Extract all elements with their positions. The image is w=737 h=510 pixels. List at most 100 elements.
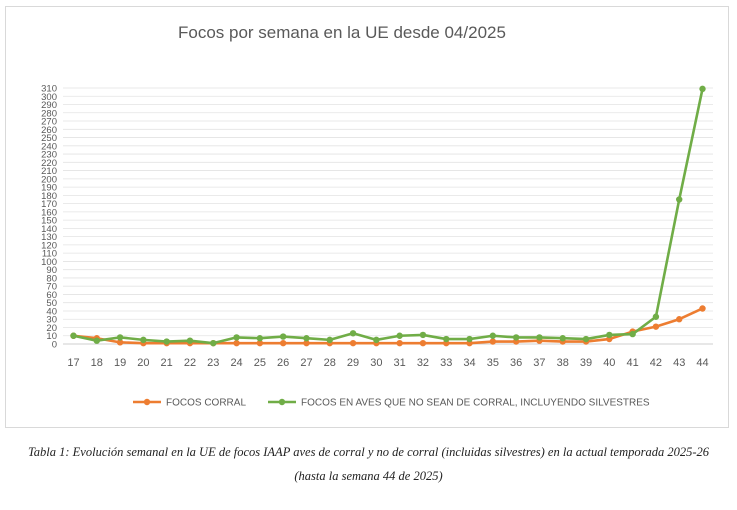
- y-tick-label: 200: [41, 174, 57, 185]
- y-tick-label: 180: [41, 191, 57, 202]
- data-point: [419, 331, 427, 339]
- x-tick-label: 25: [254, 357, 266, 369]
- data-point: [536, 334, 543, 341]
- data-point: [676, 316, 683, 323]
- data-point: [303, 339, 310, 347]
- x-tick-label: 23: [207, 357, 219, 369]
- x-tick-label: 17: [67, 357, 79, 369]
- chart-svg: Focos por semana en la UE desde 04/2025 …: [41, 23, 713, 409]
- y-tick-label: 120: [41, 240, 57, 251]
- data-point: [652, 313, 660, 320]
- caption-line-1: Tabla 1: Evolución semanal en la UE de f…: [27, 445, 710, 459]
- data-point: [93, 337, 100, 344]
- data-point: [303, 335, 310, 342]
- legend-label: FOCOS EN AVES QUE NO SEAN DE CORRAL, INC…: [301, 398, 650, 409]
- legend-item: FOCOS CORRAL: [133, 398, 246, 409]
- data-point: [116, 334, 124, 341]
- x-tick-label: 22: [184, 357, 196, 369]
- y-tick-label: 280: [41, 108, 57, 119]
- y-tick-label: 30: [46, 315, 57, 326]
- data-point: [233, 339, 240, 347]
- data-point: [186, 337, 194, 344]
- y-tick-label: 310: [41, 84, 57, 95]
- x-tick-label: 42: [650, 357, 662, 369]
- y-tick-label: 50: [46, 298, 57, 309]
- data-point: [163, 338, 170, 345]
- data-point: [256, 339, 264, 347]
- x-tick-label: 35: [487, 357, 499, 369]
- data-point: [559, 335, 566, 342]
- y-tick-label: 160: [41, 207, 57, 218]
- y-tick-label: 60: [46, 290, 57, 301]
- x-tick-label: 26: [277, 357, 289, 369]
- data-point: [233, 334, 240, 341]
- x-tick-label: 31: [394, 357, 406, 369]
- gridlines: [63, 87, 713, 345]
- legend: FOCOS CORRAL FOCOS EN AVES QUE NO SEAN DE…: [133, 398, 650, 409]
- data-point: [279, 339, 287, 347]
- data-point: [349, 339, 357, 347]
- data-point: [396, 332, 403, 339]
- y-tick-label: 100: [41, 257, 57, 268]
- series-line: [72, 87, 704, 345]
- data-point: [396, 339, 403, 347]
- x-tick-label: 43: [673, 357, 685, 369]
- data-point: [210, 339, 217, 347]
- x-tick-label: 38: [557, 357, 569, 369]
- y-tick-label: 220: [41, 158, 57, 169]
- legend-label: FOCOS CORRAL: [166, 398, 246, 409]
- x-tick-label: 20: [137, 357, 149, 369]
- x-tick-label: 36: [510, 357, 522, 369]
- table-caption: Tabla 1: Evolución semanal en la UE de f…: [0, 440, 737, 488]
- data-point: [582, 335, 590, 343]
- data-point: [489, 332, 497, 339]
- y-tick-label: 270: [41, 117, 57, 128]
- x-axis-tick-labels: 17 18 19 20 21 22 23 24 25 26 27 28 29 30 31 32 33 34 35 36…: [67, 357, 708, 369]
- chart-title: Focos por semana en la UE desde 04/2025: [178, 23, 506, 42]
- series-line: [72, 307, 704, 345]
- data-point: [70, 332, 77, 339]
- y-tick-label: 40: [46, 306, 57, 317]
- y-tick-label: 290: [41, 100, 57, 111]
- caption-line-2: (hasta la semana 44 de 2025): [294, 469, 443, 483]
- data-point: [116, 339, 124, 346]
- data-point: [629, 330, 636, 338]
- data-point: [676, 196, 683, 203]
- data-point: [699, 85, 706, 93]
- data-point: [373, 336, 380, 344]
- legend-item: FOCOS EN AVES QUE NO SEAN DE CORRAL, INC…: [268, 398, 650, 409]
- data-point: [512, 334, 520, 341]
- data-point: [326, 336, 333, 344]
- x-tick-label: 37: [533, 357, 545, 369]
- y-tick-label: 300: [41, 92, 57, 103]
- y-tick-label: 140: [41, 224, 57, 235]
- data-point: [606, 331, 613, 339]
- y-tick-label: 230: [41, 150, 57, 161]
- x-tick-label: 21: [161, 357, 173, 369]
- data-point: [443, 335, 450, 343]
- y-tick-label: 130: [41, 232, 57, 243]
- x-tick-label: 33: [440, 357, 452, 369]
- x-tick-label: 19: [114, 357, 126, 369]
- y-tick-label: 80: [46, 273, 57, 284]
- x-tick-label: 28: [324, 357, 336, 369]
- y-tick-label: 210: [41, 166, 57, 177]
- y-tick-label: 20: [46, 323, 57, 334]
- y-tick-label: 110: [42, 249, 57, 260]
- data-point: [652, 323, 660, 330]
- x-tick-label: 27: [300, 357, 312, 369]
- data-point: [489, 338, 497, 345]
- x-tick-label: 29: [347, 357, 359, 369]
- x-tick-label: 40: [603, 357, 615, 369]
- x-tick-label: 44: [696, 357, 708, 369]
- series-lines: [70, 85, 706, 347]
- x-tick-label: 34: [463, 357, 475, 369]
- data-point: [256, 335, 264, 342]
- data-point: [699, 305, 706, 312]
- y-axis-tick-labels: 0102030405060708090100110120130140150160…: [41, 84, 57, 351]
- x-tick-label: 30: [370, 357, 382, 369]
- y-tick-label: 190: [41, 183, 57, 194]
- y-tick-label: 70: [46, 282, 57, 293]
- y-tick-label: 170: [41, 199, 57, 210]
- x-tick-label: 41: [626, 357, 638, 369]
